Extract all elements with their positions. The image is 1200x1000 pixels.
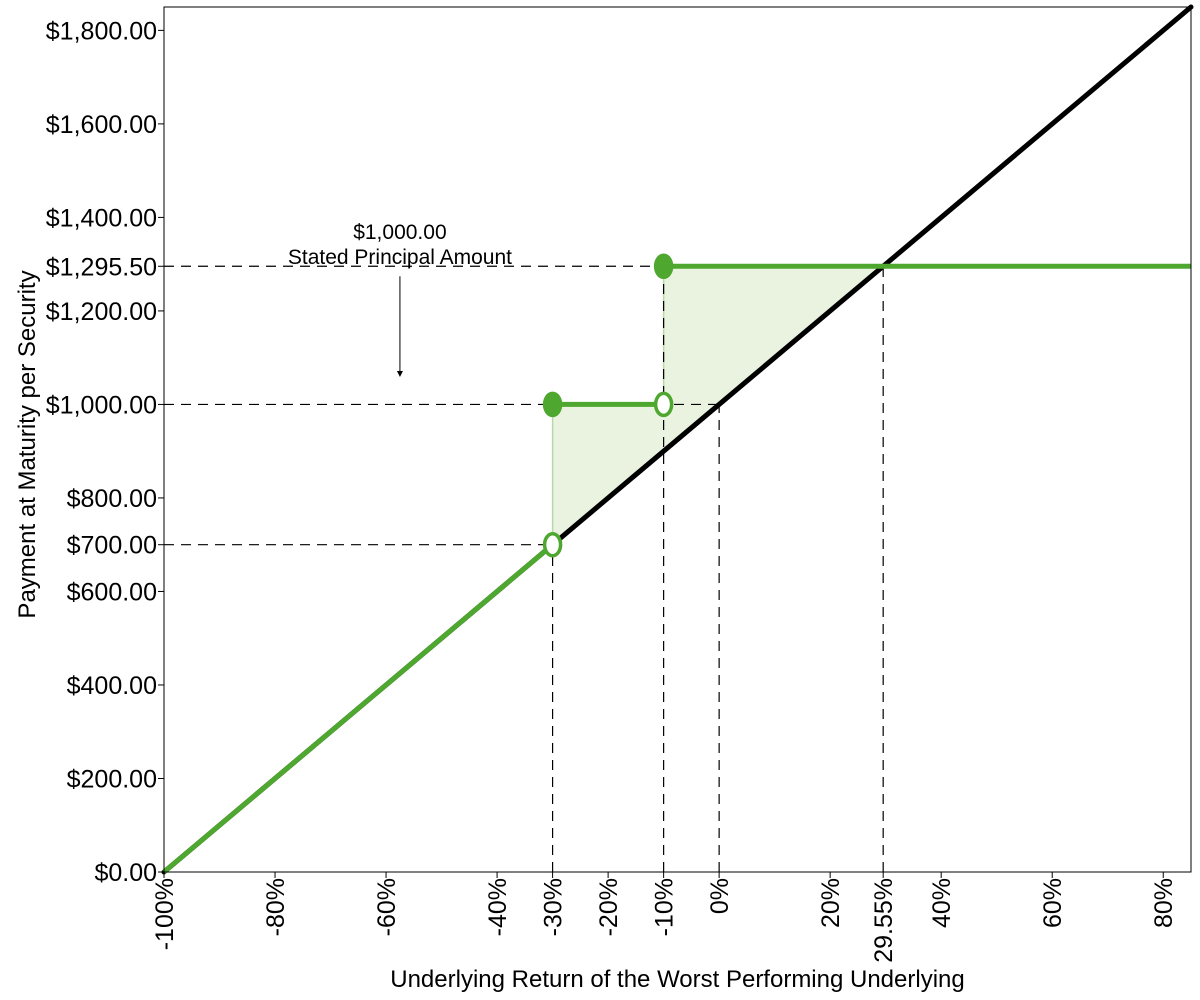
annotation-arrow-head xyxy=(396,371,403,378)
y-tick-label-3: $400.00 xyxy=(67,672,157,700)
series-lines xyxy=(161,4,1194,875)
y-tick-label-1: $0.00 xyxy=(94,859,157,887)
y-tick-label-9: $1,295.50 xyxy=(46,253,157,281)
x-axis-ticks: -100% -80% -60% -40% -30% -20% -10% 0% 20% 29.55%… xyxy=(151,872,1178,963)
filled-marker-2 xyxy=(542,391,563,418)
y-axis-title: Payment at Maturity per Security xyxy=(14,270,41,618)
x-tick-label-11: 40% xyxy=(928,878,956,928)
x-tick-label-9: 20% xyxy=(817,878,845,928)
plot-frame xyxy=(163,6,1192,873)
x-axis-title: Underlying Return of the Worst Performin… xyxy=(390,966,964,993)
y-axis-ticks: $0.00 $200.00 $400.00 $600.00 $700.00 $800.00… xyxy=(46,17,164,887)
y-tick-label-5: $700.00 xyxy=(67,532,157,560)
y-tick-label-10: $1,400.00 xyxy=(46,204,157,232)
x-tick-label-10: 29.55% xyxy=(870,878,898,963)
filled-marker-4 xyxy=(653,253,674,280)
x-tick-label-12: 60% xyxy=(1039,878,1067,928)
x-tick-label-5: -30% xyxy=(540,878,568,936)
y-tick-label-12: $1,800.00 xyxy=(46,17,157,45)
y-tick-label-8: $1,200.00 xyxy=(46,298,157,326)
open-marker-3 xyxy=(653,391,674,418)
x-tick-label-6: -20% xyxy=(595,878,623,936)
y-tick-label-4: $600.00 xyxy=(67,578,157,606)
y-tick-label-7: $1,000.00 xyxy=(46,391,157,419)
x-tick-label-7: -10% xyxy=(651,878,679,936)
y-tick-label-11: $1,600.00 xyxy=(46,111,157,139)
security-payment-segment-1 xyxy=(162,542,555,874)
x-tick-label-13: 80% xyxy=(1150,878,1178,928)
shaded-region-1 xyxy=(552,404,664,545)
annotation-label-text: Stated Principal Amount xyxy=(288,246,512,269)
x-tick-label-3: -60% xyxy=(373,878,401,936)
x-tick-label-8: 0% xyxy=(706,878,734,914)
open-marker-1 xyxy=(542,531,563,558)
x-tick-label-1: -100% xyxy=(151,878,179,950)
annotation-value-text: $1,000.00 xyxy=(353,221,446,244)
y-tick-label-6: $800.00 xyxy=(67,485,157,513)
x-tick-label-2: -80% xyxy=(262,878,290,936)
x-tick-label-4: -40% xyxy=(484,878,512,936)
markers xyxy=(542,253,674,558)
y-tick-label-2: $200.00 xyxy=(67,765,157,793)
